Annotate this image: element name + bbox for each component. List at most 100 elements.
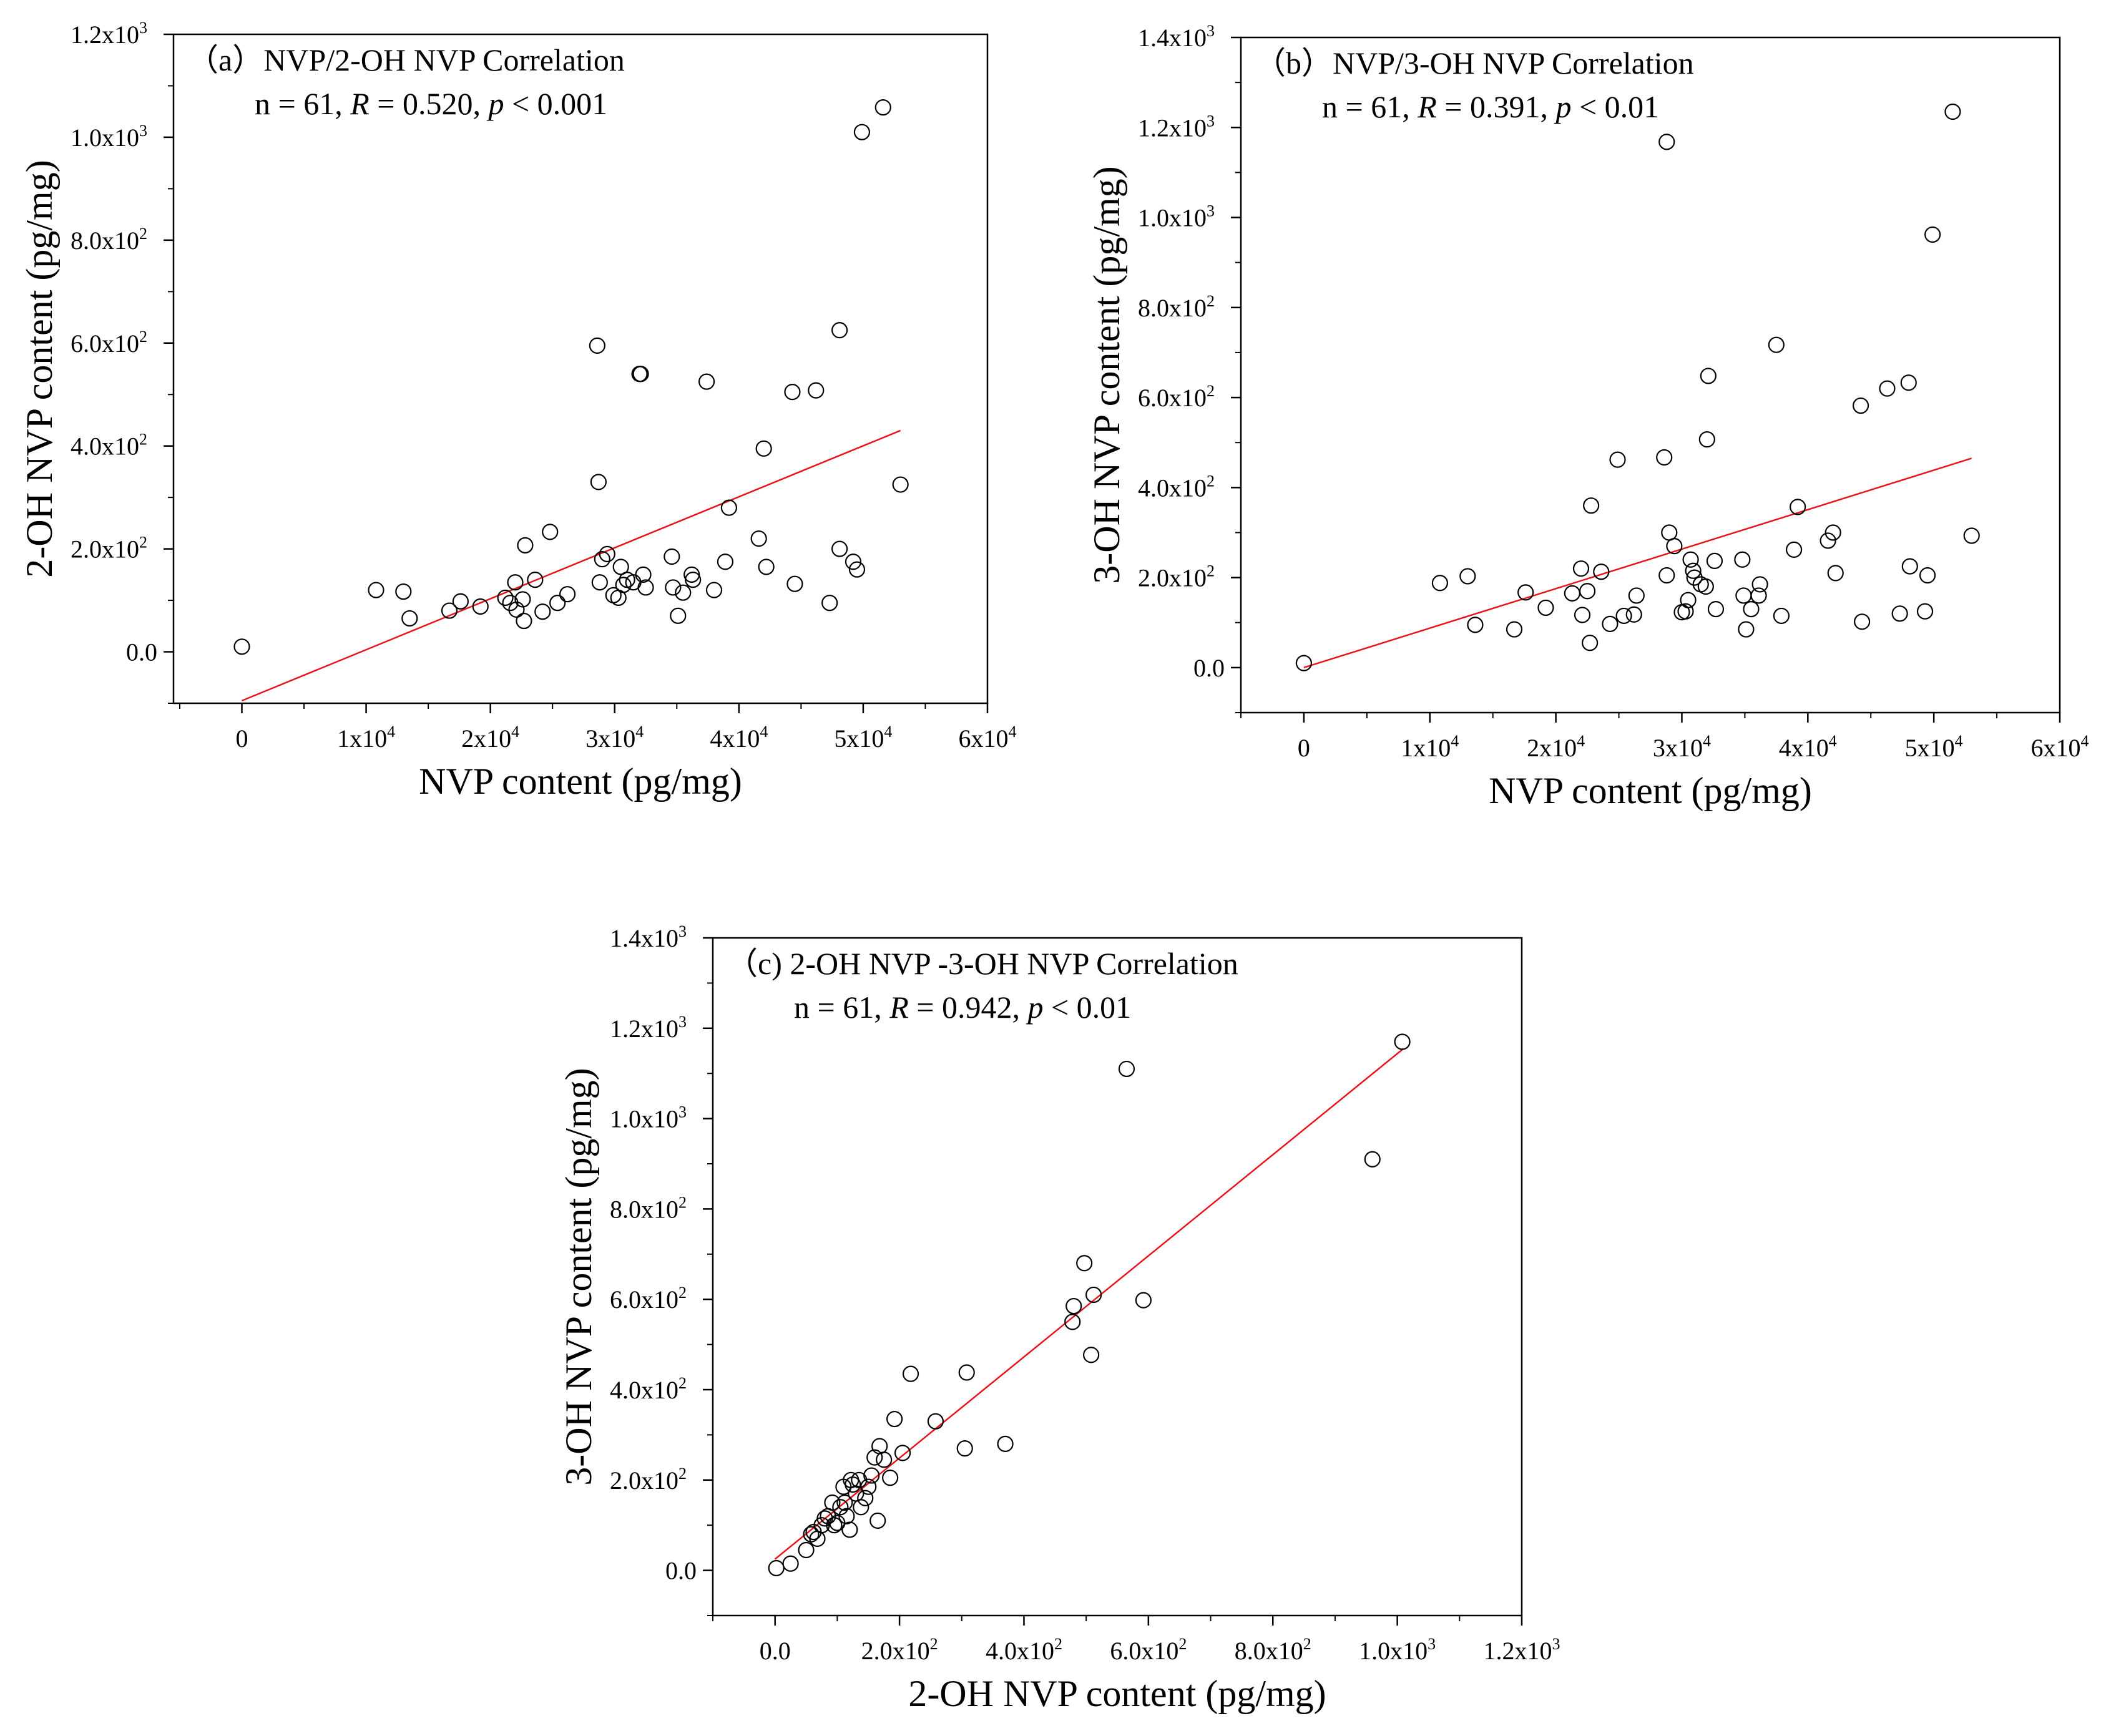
data-point [1680, 592, 1697, 608]
data-point [831, 322, 848, 339]
data-point [1467, 617, 1484, 633]
stats-annotation: n = 61, R = 0.942, p < 0.01 [794, 990, 1131, 1025]
data-point [1916, 603, 1934, 620]
data-point [876, 1451, 893, 1468]
chart-title: （b）NVP/3-OH NVP Correlation [1255, 46, 1694, 80]
data-point [758, 558, 775, 575]
data-point [1085, 1286, 1102, 1304]
data-point [1773, 607, 1790, 625]
data-point [1738, 621, 1755, 638]
y-tick-label: 0.0 [126, 638, 157, 666]
data-point [395, 583, 412, 600]
data-point [1076, 1255, 1093, 1272]
plot-frame [1240, 36, 2061, 714]
y-tick-label: 1.2x103 [1138, 112, 1215, 142]
x-axis-label: NVP content (pg/mg) [419, 761, 742, 802]
data-point [1824, 524, 1841, 541]
data-point [1682, 551, 1699, 568]
data-point [826, 1517, 843, 1534]
data-point [1506, 621, 1523, 638]
data-point [894, 1445, 911, 1461]
data-point [838, 1508, 855, 1524]
data-point [1790, 499, 1806, 515]
x-tick-label: 2.0x102 [861, 1635, 938, 1665]
x-tick-label: 4.0x102 [986, 1635, 1062, 1665]
x-tick-label: 5x104 [834, 723, 892, 753]
data-point [664, 548, 680, 565]
stats-annotation: n = 61, R = 0.520, p < 0.001 [255, 86, 607, 121]
x-tick-label: 0 [235, 724, 248, 753]
data-point [514, 591, 531, 608]
data-point [1658, 134, 1675, 150]
data-point [853, 1499, 869, 1516]
data-point [1768, 336, 1785, 353]
data-point [1625, 606, 1642, 623]
data-point [1706, 552, 1723, 570]
chart-panel-c: 0.0 2.0x102 4.0x102 6.0x102 8.0x102 1.0x103 1.… [558, 922, 1560, 1714]
data-point [755, 440, 772, 457]
y-tick-label: 8.0x102 [71, 225, 147, 255]
data-point [869, 1512, 886, 1529]
x-axis-label: 2-OH NVP content (pg/mg) [908, 1673, 1326, 1714]
data-point [836, 1494, 853, 1511]
x-tick-label: 4x104 [710, 723, 768, 753]
data-point [1661, 524, 1678, 541]
data-point [401, 610, 418, 627]
data-point [1582, 635, 1599, 651]
data-point [860, 1478, 877, 1495]
data-point [1431, 575, 1449, 592]
data-point [997, 1435, 1014, 1452]
y-tick-label: 1.2x103 [610, 1013, 687, 1043]
data-point [1700, 368, 1717, 384]
data-point [821, 595, 838, 612]
data-point [1118, 1060, 1135, 1078]
data-point [784, 384, 801, 401]
data-point [1658, 567, 1675, 584]
y-tick-label: 1.2x103 [71, 19, 147, 49]
regression-line [774, 1048, 1404, 1560]
data-point [1666, 538, 1683, 555]
data-point [958, 1364, 975, 1381]
plot-frame [712, 937, 1523, 1617]
data-point [670, 607, 687, 624]
y-tick-label: 1.4x103 [1138, 22, 1215, 52]
y-axis-label: 3-OH NVP content (pg/mg) [558, 1068, 599, 1485]
data-point [1537, 599, 1554, 617]
y-tick-label: 8.0x102 [1138, 292, 1215, 322]
data-point [1574, 607, 1591, 623]
data-point [1698, 431, 1715, 448]
x-tick-label: 1x104 [1401, 732, 1459, 762]
data-point [1734, 551, 1751, 568]
x-tick-label: 6x104 [2031, 732, 2089, 762]
x-tick-label: 3x104 [1653, 732, 1711, 762]
x-tick-label: 0.0 [760, 1637, 791, 1665]
y-tick-label: 2.0x102 [1138, 562, 1215, 592]
data-point [782, 1555, 799, 1572]
data-point [599, 545, 615, 562]
data-point [635, 566, 652, 583]
data-point [832, 1499, 849, 1516]
data-point [497, 589, 514, 607]
chart-title: （c) 2-OH NVP -3-OH NVP Correlation [727, 946, 1238, 981]
x-tick-label: 1x104 [337, 723, 395, 753]
data-point [1394, 1033, 1411, 1050]
x-tick-label: 2x104 [461, 723, 519, 753]
data-point [857, 1490, 874, 1506]
y-tick-label: 2.0x102 [610, 1465, 687, 1495]
data-point [1656, 449, 1673, 466]
data-point [452, 593, 469, 610]
data-point [927, 1413, 944, 1430]
data-point [665, 579, 682, 596]
data-point [1083, 1347, 1100, 1363]
x-tick-label: 1.2x103 [1484, 1635, 1560, 1665]
data-point [527, 571, 544, 588]
data-point [1609, 451, 1626, 468]
x-tick-label: 6.0x102 [1110, 1635, 1187, 1665]
data-point [591, 574, 608, 591]
y-tick-label: 1.0x103 [610, 1103, 687, 1133]
data-point [549, 595, 566, 612]
data-point [786, 575, 803, 592]
data-point [1065, 1297, 1082, 1315]
data-point [1919, 567, 1936, 584]
data-point [615, 577, 632, 593]
